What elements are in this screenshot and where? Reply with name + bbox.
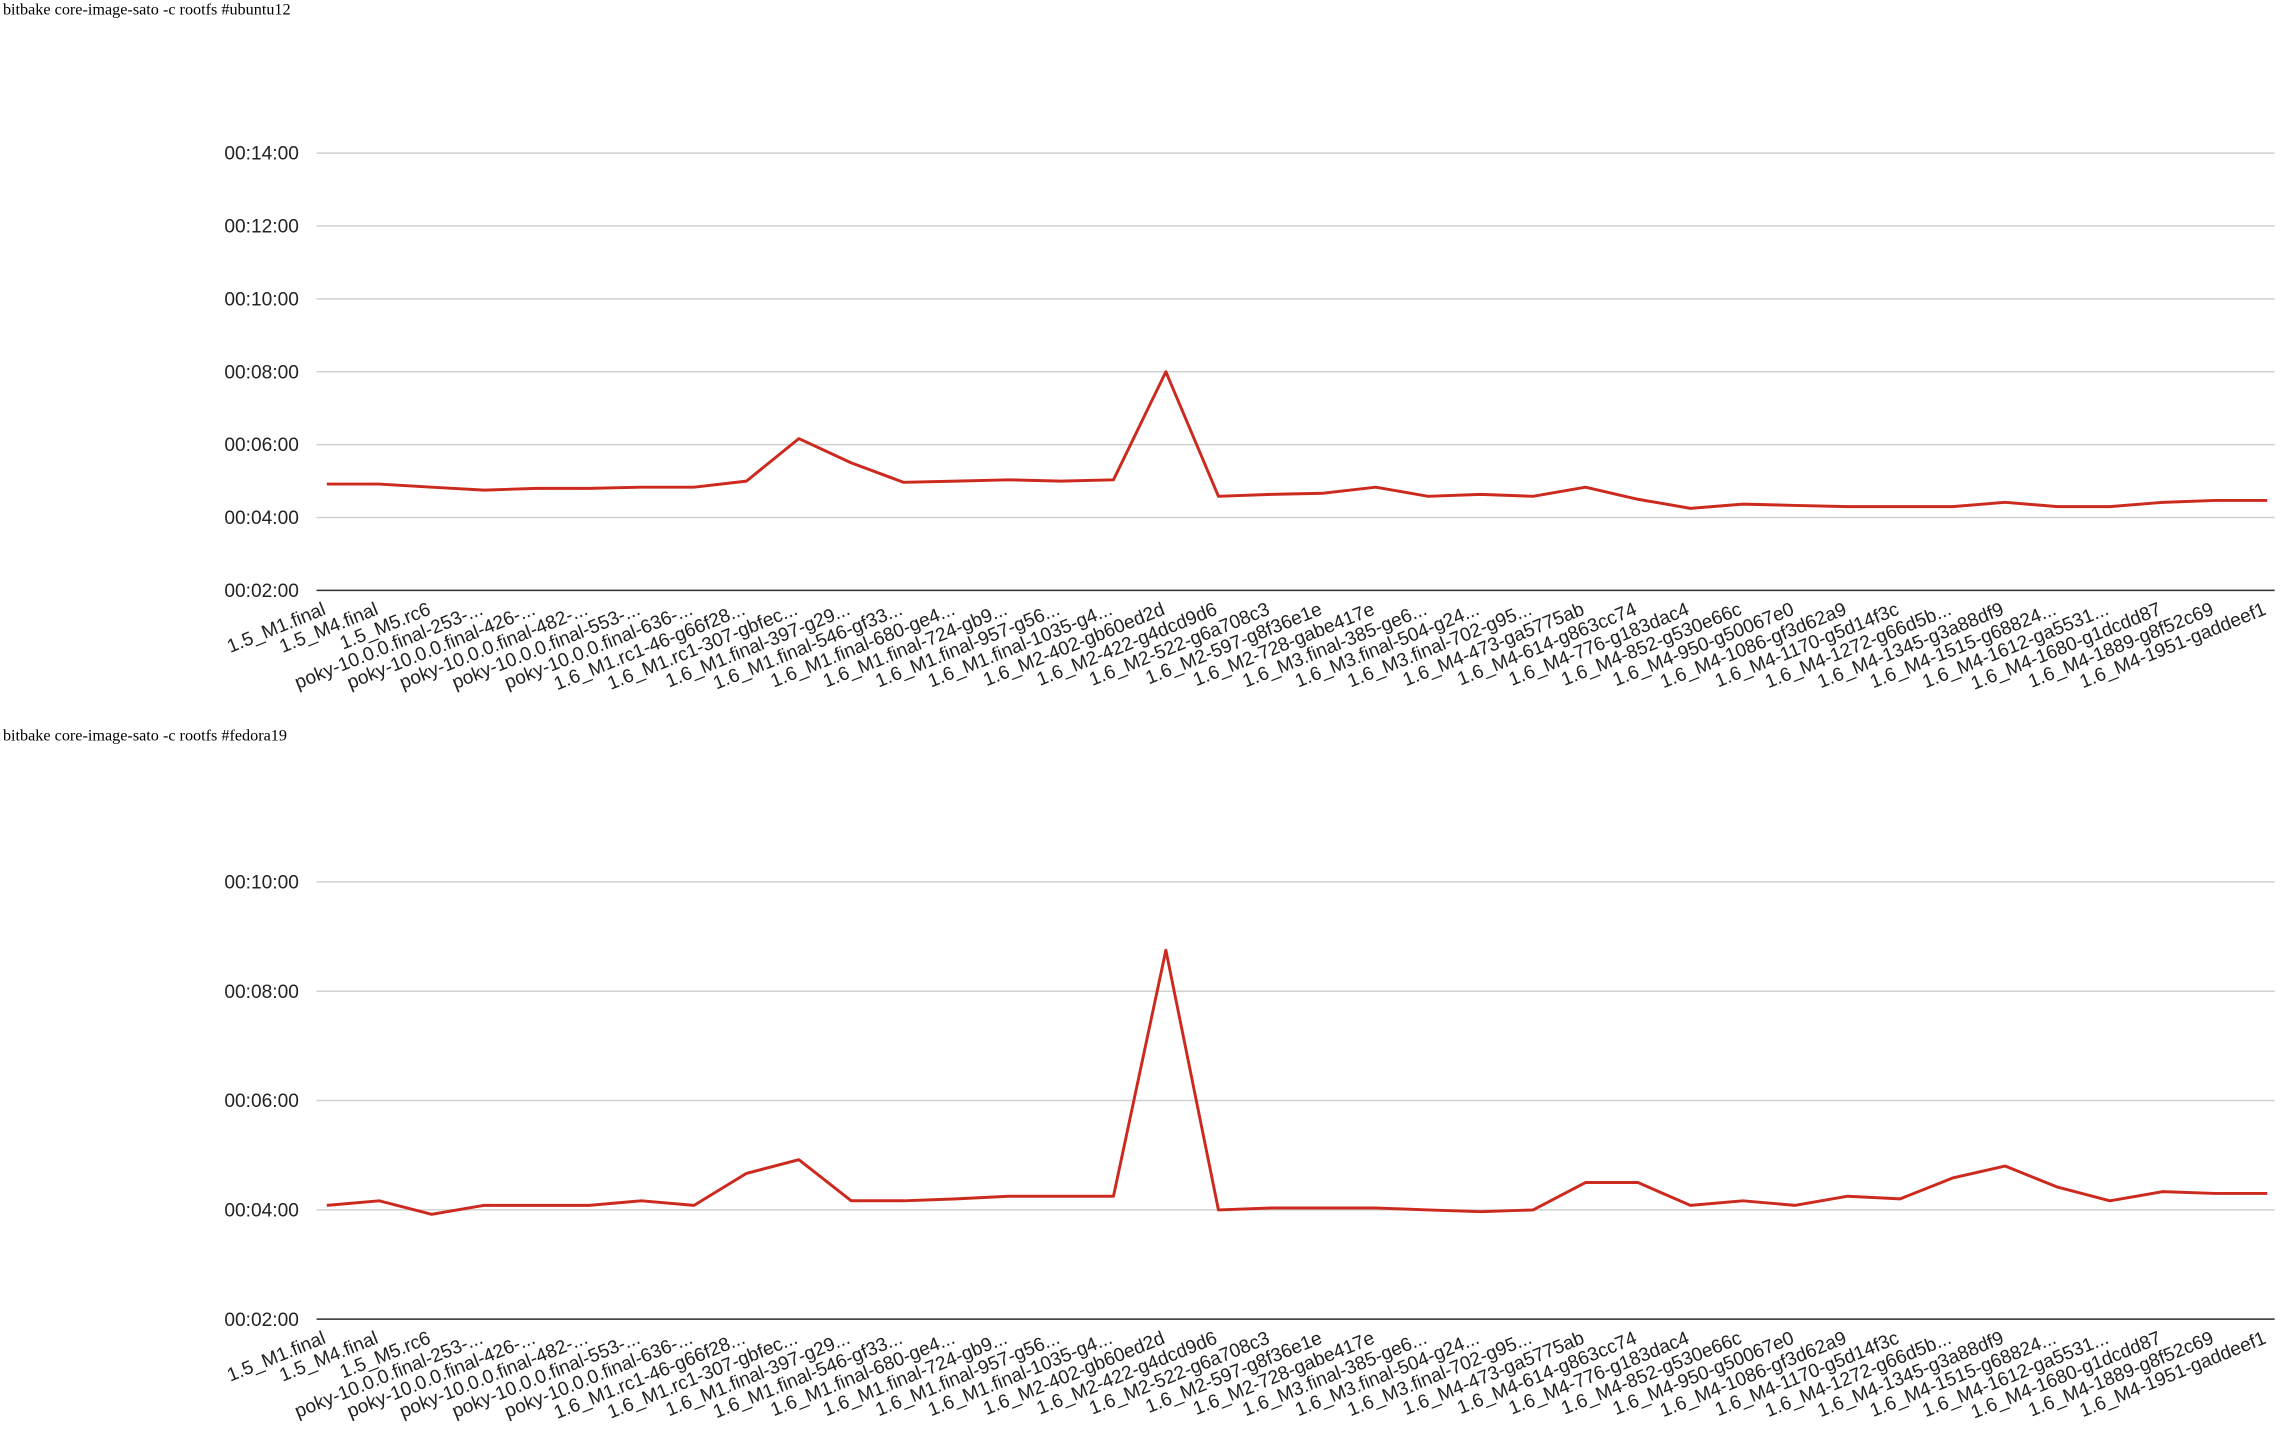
y-tick-label: 00:10:00 xyxy=(224,873,298,894)
chart-title: bitbake core-image-sato -c rootfs #fedor… xyxy=(3,727,287,745)
y-tick-label: 00:12:00 xyxy=(224,217,298,238)
y-tick-label: 00:02:00 xyxy=(224,581,298,602)
chart-title: bitbake core-image-sato -c rootfs #ubunt… xyxy=(3,1,291,19)
y-tick-label: 00:08:00 xyxy=(224,982,298,1003)
y-tick-label: 00:06:00 xyxy=(224,435,298,456)
line-series xyxy=(326,370,2268,510)
y-tick-label: 00:04:00 xyxy=(224,508,298,529)
y-tick-label: 00:02:00 xyxy=(224,1310,298,1331)
y-tick-label: 00:10:00 xyxy=(224,290,298,311)
line-series xyxy=(326,948,2268,1216)
y-tick-label: 00:06:00 xyxy=(224,1091,298,1112)
y-tick-label: 00:14:00 xyxy=(224,144,298,165)
y-tick-label: 00:04:00 xyxy=(224,1200,298,1221)
y-tick-label: 00:08:00 xyxy=(224,362,298,383)
